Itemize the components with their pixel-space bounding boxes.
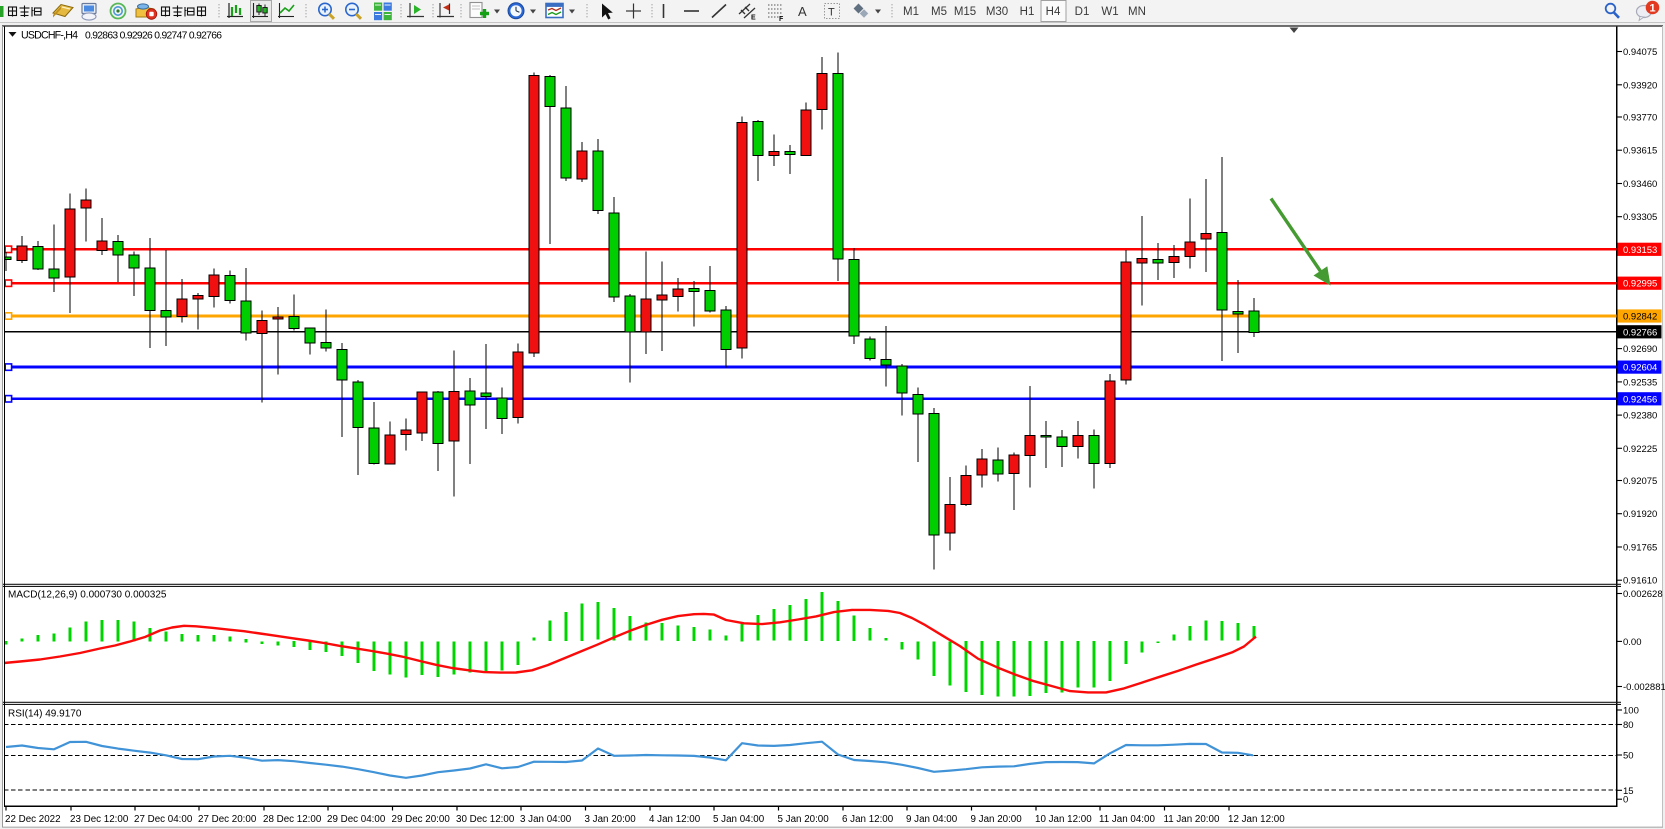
svg-text:27 Dec 20:00: 27 Dec 20:00 [198,814,257,825]
svg-text:0.92075: 0.92075 [1623,476,1657,487]
svg-text:0.93460: 0.93460 [1623,179,1657,190]
svg-text:6 Jan 12:00: 6 Jan 12:00 [842,814,894,825]
svg-text:0: 0 [1623,795,1628,806]
svg-text:28 Dec 12:00: 28 Dec 12:00 [263,814,322,825]
svg-text:4 Jan 12:00: 4 Jan 12:00 [649,814,701,825]
svg-text:0.93770: 0.93770 [1623,113,1657,124]
svg-text:5 Jan 04:00: 5 Jan 04:00 [713,814,765,825]
svg-text:100: 100 [1623,706,1639,717]
svg-text:M15: M15 [954,6,976,18]
svg-text:0.00: 0.00 [1623,637,1642,648]
svg-text:M5: M5 [931,6,947,18]
svg-text:0.92535: 0.92535 [1623,377,1657,388]
svg-text:0.94075: 0.94075 [1623,47,1657,58]
svg-text:A: A [798,4,807,19]
svg-text:23 Dec 12:00: 23 Dec 12:00 [70,814,129,825]
svg-text:0.93153: 0.93153 [1623,245,1657,256]
svg-text:0.92380: 0.92380 [1623,411,1657,422]
svg-text:50: 50 [1623,751,1634,762]
svg-text:USDCHF-,H4: USDCHF-,H4 [21,30,78,42]
svg-text:3 Jan 04:00: 3 Jan 04:00 [520,814,572,825]
svg-text:29 Dec 20:00: 29 Dec 20:00 [392,814,451,825]
svg-text:15: 15 [1623,786,1634,797]
svg-text:F: F [779,16,784,23]
svg-text:0.93615: 0.93615 [1623,146,1657,157]
svg-text:9 Jan 04:00: 9 Jan 04:00 [906,814,958,825]
svg-text:1: 1 [1649,2,1655,14]
svg-text:11 Jan 04:00: 11 Jan 04:00 [1099,814,1155,825]
svg-text:M1: M1 [903,6,919,18]
svg-text:0.92995: 0.92995 [1623,279,1657,290]
svg-text:0.93305: 0.93305 [1623,212,1657,223]
svg-text:0.91920: 0.91920 [1623,509,1657,520]
svg-text:MN: MN [1128,6,1146,18]
svg-text:0.92842: 0.92842 [1623,312,1657,323]
svg-text:0.92766: 0.92766 [1623,327,1657,338]
svg-text:3 Jan 20:00: 3 Jan 20:00 [585,814,637,825]
svg-text:T: T [828,7,835,19]
svg-text:H4: H4 [1046,6,1061,18]
svg-text:5 Jan 20:00: 5 Jan 20:00 [778,814,830,825]
svg-text:H1: H1 [1020,6,1035,18]
svg-text:0.92225: 0.92225 [1623,444,1657,455]
svg-text:E: E [751,15,756,22]
svg-text:0.002628: 0.002628 [1623,589,1663,600]
svg-text:0.92456: 0.92456 [1623,394,1657,405]
svg-text:29 Dec 04:00: 29 Dec 04:00 [327,814,386,825]
svg-text:RSI(14) 49.9170: RSI(14) 49.9170 [8,709,82,720]
svg-text:0.92863 0.92926 0.92747 0.9276: 0.92863 0.92926 0.92747 0.92766 [85,31,222,42]
svg-text:-0.002881: -0.002881 [1623,682,1665,693]
svg-text:22 Dec 2022: 22 Dec 2022 [5,814,61,825]
svg-text:0.92604: 0.92604 [1623,363,1657,374]
svg-text:11 Jan 20:00: 11 Jan 20:00 [1164,814,1220,825]
svg-text:9 Jan 20:00: 9 Jan 20:00 [971,814,1023,825]
svg-text:10 Jan 12:00: 10 Jan 12:00 [1035,814,1092,825]
svg-text:12 Jan 12:00: 12 Jan 12:00 [1228,814,1285,825]
svg-text:0.91610: 0.91610 [1623,576,1657,587]
svg-text:30 Dec 12:00: 30 Dec 12:00 [456,814,515,825]
svg-text:0.92690: 0.92690 [1623,344,1657,355]
svg-text:80: 80 [1623,720,1634,731]
svg-text:0.91765: 0.91765 [1623,543,1657,554]
svg-text:0.93920: 0.93920 [1623,80,1657,91]
svg-text:D1: D1 [1075,6,1090,18]
svg-text:M30: M30 [986,6,1008,18]
svg-text:27 Dec 04:00: 27 Dec 04:00 [134,814,193,825]
svg-text:MACD(12,26,9) 0.000730 0.00032: MACD(12,26,9) 0.000730 0.000325 [8,590,167,601]
svg-text:W1: W1 [1101,6,1118,18]
